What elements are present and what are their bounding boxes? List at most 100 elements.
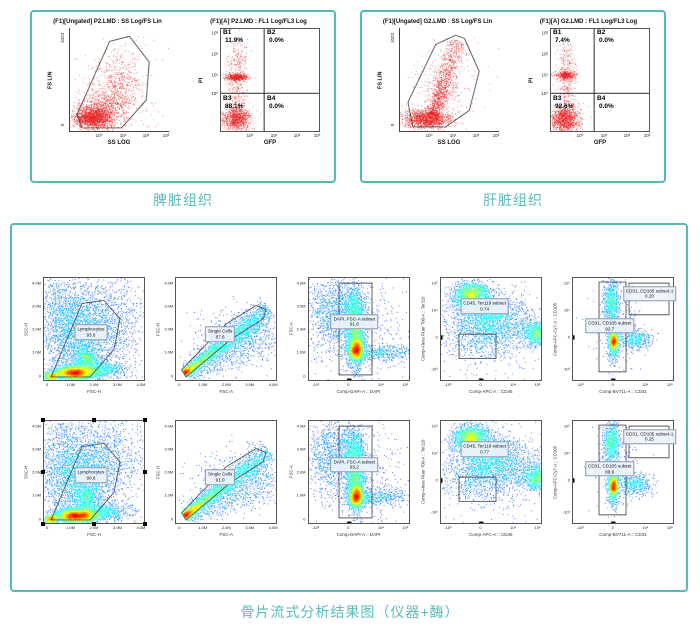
x-axis-label: SS LOG <box>437 140 461 146</box>
gate-label-line: 91.6 <box>349 321 359 327</box>
bm1-cd31-cd105-plot: Comp-APC-Cy7-A :: CD105 10⁵ 10⁴ 0 -10³ CD31, … <box>551 277 677 394</box>
y-axis-ticks: 4.0M 3.0M 2.0M 1.0M 0 <box>295 277 308 381</box>
gate-label: CD31, CD105 subset-1 0.20 <box>622 285 677 302</box>
y-tick: 1.0M <box>296 349 306 355</box>
y-tick: 10⁴ <box>563 307 570 313</box>
x-tick: 10⁵ <box>534 525 541 530</box>
plot-area: DAPI, FSC-A subset 93.2 <box>307 420 410 524</box>
x-tick: 10³ <box>162 133 170 138</box>
y-axis-label: SSC-H <box>23 322 29 336</box>
y-axis-label: PI <box>528 77 535 83</box>
plot-title: (F1)[Ungated] G2.LMD : SS Log/FS Lin <box>382 19 493 25</box>
x-tick: 3.0M <box>245 382 255 387</box>
y-tick: 0 <box>567 477 570 483</box>
gate-label-line: Lymphocytes <box>77 469 105 475</box>
x-tick: 2.0M <box>89 525 99 530</box>
y-axis-label: Comp-APC-Cy7-A :: CD105 <box>552 445 558 499</box>
y-tick: 0 <box>60 123 65 126</box>
quadrant-name: B4 <box>267 95 276 103</box>
y-tick: 1.0M <box>32 349 41 355</box>
gate-label-line: DAPI, FSC-A subset <box>333 315 376 321</box>
quadrant-pct: 0.0% <box>269 102 284 110</box>
x-tick: 10⁰ <box>576 133 584 138</box>
y-axis-ticks: 4.0M 3.0M 2.0M 1.0M 0 <box>30 277 43 381</box>
quadrant-label: B3 92.6% <box>553 95 573 111</box>
x-axis-ticks: 10⁰ 10¹ 10² 10³ <box>69 132 170 139</box>
quadrant-name: B2 <box>597 29 606 37</box>
y-tick: 1.0M <box>296 492 306 498</box>
bm1-cd45-ter119-canvas <box>439 277 542 381</box>
x-tick: 10² <box>142 133 150 138</box>
plot-area: Lymphocytes 90.6 <box>41 418 147 526</box>
x-tick: 10⁵ <box>402 525 409 530</box>
x-axis-ticks: -10³ 0 10⁴ 10⁵ <box>440 524 542 531</box>
selection-handle <box>143 418 147 422</box>
quadrant-name: B3 <box>223 95 232 103</box>
selection-handle <box>143 470 147 474</box>
gate-label: CD45, Ter119 subset 0.74 <box>460 298 509 314</box>
quadrant-name: B1 <box>553 29 562 37</box>
x-axis-ticks: 10⁰ 10¹ 10² 10³ <box>550 132 651 139</box>
plot-area <box>69 28 169 132</box>
y-tick: 3.0M <box>164 303 174 309</box>
x-tick: 0 <box>178 525 181 530</box>
x-axis-ticks: 0 1.0M 2.0M 3.0M 4.0M <box>43 524 145 531</box>
bm1-single-cells-plot: FSC-H 4.0M 3.0M 2.0M 1.0M 0 Single Cells 87.6 0 1… <box>154 277 278 394</box>
y-tick: 4.0M <box>296 423 306 429</box>
plot-area: B1 11.9% B2 0.0% B3 88.1% B4 0.0% <box>220 28 320 132</box>
gate-label-line: 88.9 <box>605 468 615 474</box>
x-tick: 10⁵ <box>666 382 673 387</box>
gate-label-line: Single Cells <box>207 471 233 477</box>
x-tick: 10⁵ <box>402 382 409 387</box>
x-axis-ticks: -10³ 0 10⁴ 10⁵ <box>572 524 674 531</box>
gate-label: Lymphocytes 93.6 <box>74 324 108 340</box>
gate-label-line: 90.6 <box>86 475 96 481</box>
y-tick: 3.0M <box>296 446 306 452</box>
y-tick: 10² <box>211 51 218 57</box>
quadrant-pct: 7.4% <box>555 36 570 44</box>
y-tick: 10¹ <box>541 72 548 78</box>
x-tick: 0 <box>45 382 49 387</box>
y-tick: 10² <box>541 51 548 57</box>
x-tick: 4.0M <box>136 382 146 387</box>
plot-area: Single Cells 87.6 <box>175 277 278 381</box>
x-axis-label: FSC-A <box>219 532 234 537</box>
x-tick: 2.0M <box>221 382 231 387</box>
x-axis-label: Comp-BV711-A :: CD31 <box>599 389 647 394</box>
x-axis-label: Comp-APC-A :: CD45 <box>468 389 513 394</box>
plot-area <box>399 28 499 132</box>
x-tick: -10³ <box>312 525 320 530</box>
quadrant-pct: 92.6% <box>555 102 574 110</box>
y-axis-ticks: 4.0M 3.0M 2.0M 1.0M 0 <box>30 420 43 524</box>
gate-label: CD31, CD105 subset-1 0.25 <box>622 428 677 445</box>
x-axis-label: FSC-A <box>219 389 234 394</box>
quadrant-label: B1 11.9% <box>223 29 243 45</box>
y-tick: 10⁵ <box>563 280 570 286</box>
x-tick: 10⁰ <box>425 133 433 138</box>
x-tick: 1.0M <box>198 382 208 387</box>
liver-caption: 肝脏组织 <box>483 192 543 208</box>
spleen-plots: (F1)[Ungated] P2.LMD : SS Log/FS Lin FS L… <box>32 12 334 181</box>
gate-label: CD31, CD105 subset 92.7 <box>585 318 635 334</box>
y-axis-ticks: 4.0M 3.0M 2.0M 1.0M 0 <box>295 420 308 524</box>
x-tick: 10³ <box>643 133 651 138</box>
y-tick: -10³ <box>430 509 438 515</box>
gate-label: Single Cells 91.0 <box>204 469 236 485</box>
bm1-lymphocytes-plot: SSC-H 4.0M 3.0M 2.0M 1.0M 0 Lymphocytes 93.6 0 1.… <box>22 277 145 394</box>
plot-area: Lymphocytes 93.6 <box>43 277 145 381</box>
y-tick: 1.0M <box>164 492 174 498</box>
y-tick: 3.0M <box>164 446 174 452</box>
x-axis-label: GFP <box>263 140 277 146</box>
x-axis-label: FSC-H <box>87 389 101 394</box>
plot-area: B1 7.4% B2 0.0% B3 92.6% B4 0.0% <box>550 28 650 132</box>
y-tick: 10⁰ <box>541 90 548 96</box>
liver-fs-ss-canvas <box>399 28 499 132</box>
x-tick: 3.0M <box>113 525 122 530</box>
selection-handle <box>143 522 147 526</box>
x-axis-label: Comp-APC-A :: CD45 <box>468 532 513 537</box>
x-tick: 10⁴ <box>642 382 649 387</box>
x-tick: 3.0M <box>113 382 122 387</box>
x-axis-label: FSC-H <box>87 532 101 537</box>
gate-label-line: 0.20 <box>645 293 654 299</box>
x-tick: 10⁰ <box>246 133 254 138</box>
